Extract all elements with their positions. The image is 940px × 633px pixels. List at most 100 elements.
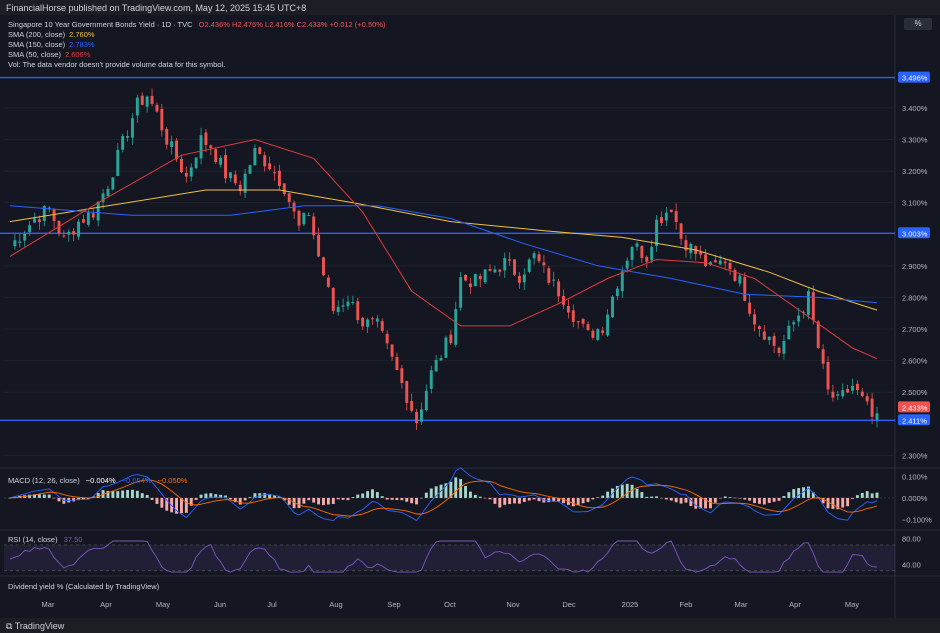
macd-histogram-bar xyxy=(175,497,179,514)
macd-histogram-bar xyxy=(708,497,712,509)
last-price-label: 2.433% xyxy=(902,403,928,412)
macd-histogram-bar xyxy=(380,496,384,498)
candle-body xyxy=(439,357,443,361)
symbol-legend[interactable]: Singapore 10 Year Government Bonds Yield… xyxy=(8,20,385,29)
candle-body xyxy=(875,413,879,420)
sma150-legend[interactable]: SMA (150, close) 2.783% xyxy=(8,40,95,49)
percent-scale-button[interactable]: % xyxy=(904,18,932,30)
candle-body xyxy=(179,158,183,173)
macd-histogram-bar xyxy=(405,497,409,502)
candle-body xyxy=(336,306,340,313)
rsi-legend[interactable]: RSI (14, close) 37.50 xyxy=(8,535,82,544)
macd-histogram-bar xyxy=(253,493,257,498)
candle-body xyxy=(493,269,497,273)
candle-body xyxy=(233,174,237,184)
macd-histogram-bar xyxy=(831,497,835,509)
macd-legend[interactable]: MACD (12, 26, close) −0.004% −0.054% −0.… xyxy=(8,476,187,485)
macd-histogram-bar xyxy=(596,497,600,498)
candle-body xyxy=(792,322,796,325)
macd-histogram-bar xyxy=(126,490,130,498)
macd-value-3: −0.050% xyxy=(157,476,188,485)
sma50-legend[interactable]: SMA (50, close) 2.606% xyxy=(8,50,90,59)
macd-y-tick: 0.000% xyxy=(902,494,928,503)
candle-body xyxy=(224,155,227,179)
candle-body xyxy=(258,147,262,154)
candle-body xyxy=(669,209,673,212)
macd-histogram-bar xyxy=(855,495,859,498)
candle-body xyxy=(483,269,487,283)
dividend-legend[interactable]: Dividend yield % (Calculated by TradingV… xyxy=(8,582,159,591)
macd-histogram-bar xyxy=(28,494,32,498)
macd-histogram-bar xyxy=(664,497,668,500)
candle-body xyxy=(831,391,835,398)
y-tick-label: 3.100% xyxy=(902,199,928,208)
sma50-label: SMA (50, close) xyxy=(8,50,61,59)
sma200-legend[interactable]: SMA (200, close) 2.760% xyxy=(8,30,95,39)
candle-body xyxy=(317,235,321,257)
x-tick-label: Jun xyxy=(214,600,226,609)
candle-body xyxy=(660,217,663,223)
candle-body xyxy=(312,216,316,236)
macd-histogram-bar xyxy=(297,497,301,508)
macd-histogram-bar xyxy=(248,497,252,498)
macd-histogram-bar xyxy=(513,497,516,504)
x-tick-label: 2025 xyxy=(622,600,639,609)
candle-body xyxy=(351,302,355,304)
macd-histogram-bar xyxy=(767,497,771,503)
macd-histogram-bar xyxy=(615,485,619,498)
candle-body xyxy=(576,321,580,323)
macd-histogram-bar xyxy=(591,497,595,500)
y-tick-label: 3.400% xyxy=(902,104,928,113)
level-price-label: 3.003% xyxy=(902,229,928,238)
macd-histogram-bar xyxy=(312,497,316,503)
candle-body xyxy=(459,277,463,308)
ohlc-values: O2.436% H2.476% L2.416% C2.433% +0.012 (… xyxy=(198,20,386,29)
candle-body xyxy=(449,334,453,344)
macd-histogram-bar xyxy=(33,494,36,498)
macd-histogram-bar xyxy=(660,497,663,499)
macd-histogram-bar xyxy=(361,493,365,498)
candle-body xyxy=(243,173,247,193)
candle-body xyxy=(228,172,232,179)
x-tick-label: Dec xyxy=(562,600,576,609)
macd-histogram-bar xyxy=(336,497,340,500)
chart-pane[interactable] xyxy=(0,15,940,618)
x-tick-label: Jul xyxy=(267,600,277,609)
candle-body xyxy=(723,261,727,264)
macd-histogram-bar xyxy=(72,497,76,502)
candle-body xyxy=(371,318,374,320)
macd-histogram-bar xyxy=(385,497,389,500)
candle-body xyxy=(155,104,159,112)
macd-histogram-bar xyxy=(684,497,688,503)
candle-body xyxy=(385,333,389,344)
candle-body xyxy=(664,212,668,221)
macd-histogram-bar xyxy=(415,497,419,505)
sma150-label: SMA (150, close) xyxy=(8,40,66,49)
candle-body xyxy=(47,207,51,209)
candle-body xyxy=(762,331,766,340)
publisher-bar: FinancialHorse published on TradingView.… xyxy=(0,0,940,15)
candle-body xyxy=(562,295,565,305)
macd-histogram-bar xyxy=(395,497,399,501)
macd-value-1: −0.004% xyxy=(85,476,116,485)
candle-body xyxy=(865,396,869,402)
macd-histogram-bar xyxy=(606,491,610,498)
macd-histogram-bar xyxy=(459,479,463,498)
candle-body xyxy=(870,398,874,417)
candle-body xyxy=(307,214,311,216)
macd-histogram-bar xyxy=(640,492,644,498)
candle-body xyxy=(130,118,134,138)
candle-body xyxy=(62,235,66,237)
candle-body xyxy=(248,165,252,174)
candle-body xyxy=(684,240,688,251)
candle-body xyxy=(341,305,345,307)
macd-histogram-bar xyxy=(650,496,654,498)
macd-histogram-bar xyxy=(57,497,61,502)
sma200-line xyxy=(9,189,878,311)
candle-body xyxy=(429,370,433,389)
candle-body xyxy=(826,361,830,390)
rsi-band xyxy=(4,544,895,571)
candle-body xyxy=(410,400,414,411)
macd-histogram-bar xyxy=(645,496,649,498)
